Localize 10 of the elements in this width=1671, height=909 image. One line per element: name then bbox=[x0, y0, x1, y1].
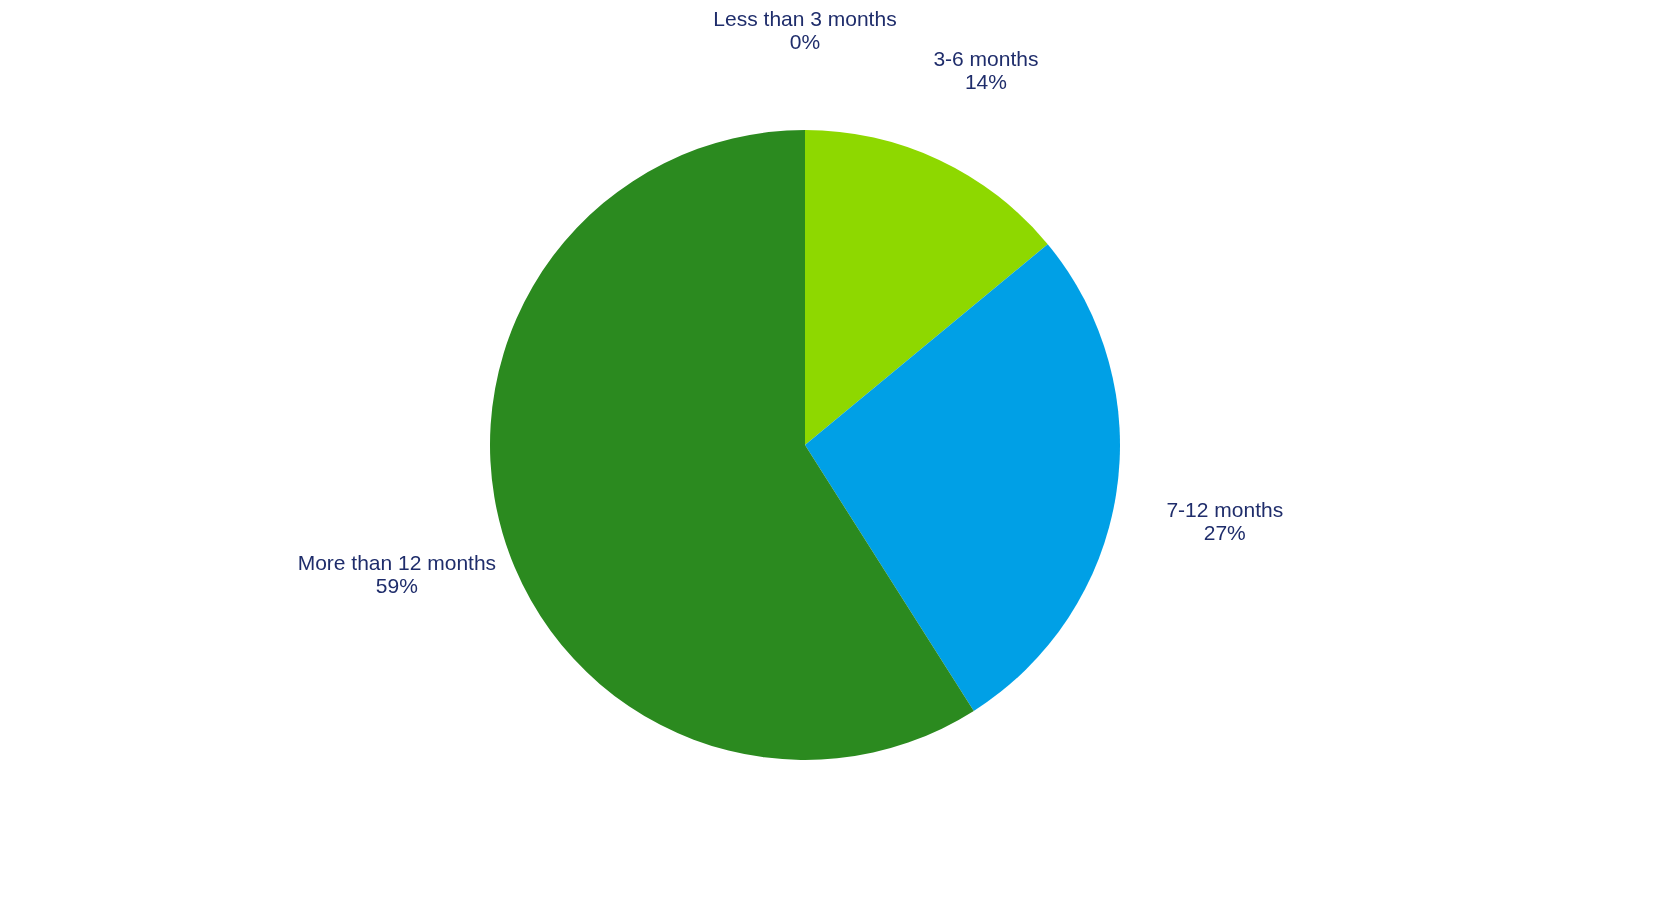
slice-label: 7-12 months bbox=[1166, 498, 1284, 522]
slice-label: 3-6 months bbox=[933, 47, 1039, 71]
data-label: 59% bbox=[375, 573, 418, 597]
data-label: 14% bbox=[964, 70, 1007, 94]
pie-slice bbox=[805, 130, 1048, 445]
category-label: Less than 3 months bbox=[713, 7, 897, 30]
pie-slice bbox=[805, 244, 1120, 711]
text: 0% bbox=[789, 30, 821, 53]
data-label: 27% bbox=[1203, 521, 1246, 545]
slice-label: More than 12 months bbox=[297, 550, 497, 574]
